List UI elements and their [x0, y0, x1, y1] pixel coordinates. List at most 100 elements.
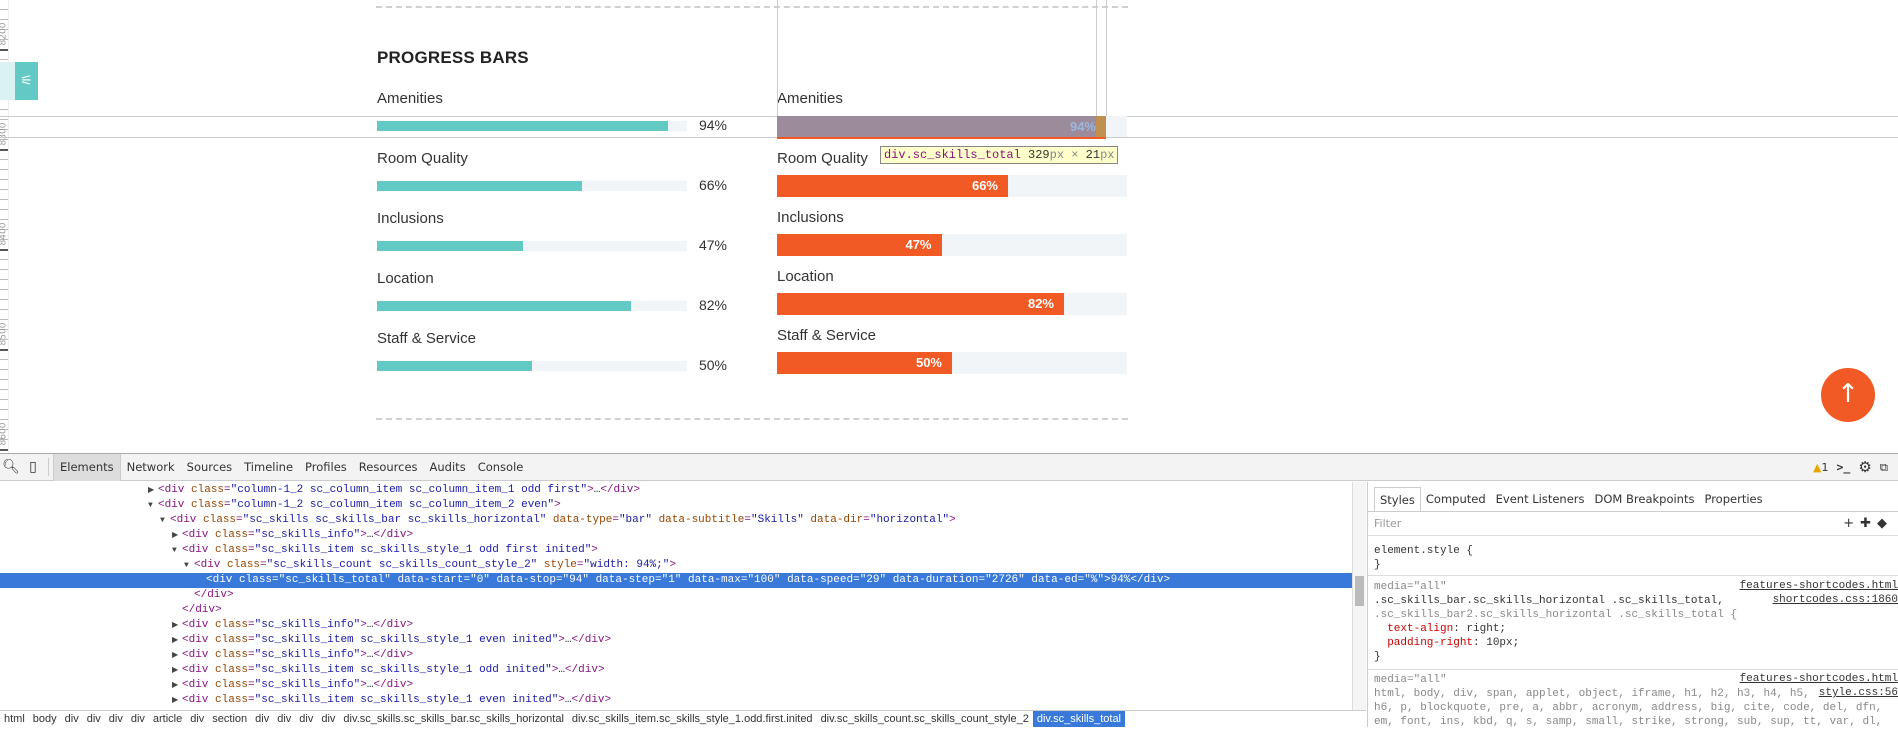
breadcrumb-item[interactable]: div.sc_skills_count.sc_skills_count_styl…: [820, 713, 1029, 725]
breadcrumb-item[interactable]: div: [299, 713, 314, 725]
source-link[interactable]: style.css:56: [1818, 687, 1898, 699]
rule-selector: .sc_skills_bar.sc_skills_horizontal .sc_…: [1374, 595, 1724, 607]
gear-icon[interactable]: ⚙: [1858, 458, 1872, 476]
breadcrumb-item[interactable]: div.sc_skills.sc_skills_bar.sc_skills_ho…: [343, 713, 564, 725]
settings-panel-button[interactable]: ⚟: [15, 62, 38, 100]
styles-filter[interactable]: Filter +✚◆: [1368, 512, 1898, 536]
tab-computed[interactable]: Computed: [1425, 492, 1486, 506]
highlight-overlay: 94%: [777, 116, 1106, 137]
dom-node[interactable]: ▼ <div class="sc_skills_item sc_skills_st…: [0, 543, 1352, 558]
dom-node[interactable]: ▼ <div class="column-1_2 sc_column_item s…: [0, 498, 1352, 513]
breadcrumb: html body div div div div article div section div…: [0, 710, 1366, 727]
breadcrumb-item[interactable]: div: [321, 713, 336, 725]
css-value[interactable]: 10px;: [1486, 637, 1520, 649]
bar-label: Inclusions: [777, 209, 844, 226]
tab-timeline[interactable]: Timeline: [244, 459, 294, 474]
padding-overlay: [1096, 116, 1106, 137]
dom-node[interactable]: ▶ <div class="sc_skills_info">…</div>: [0, 648, 1352, 663]
source-link[interactable]: features-shortcodes.html: [1739, 673, 1898, 685]
dom-node-markup: <div class="column-1_2 sc_column_item sc…: [158, 499, 561, 511]
progress-fill: [377, 241, 523, 251]
breadcrumb-item[interactable]: div: [190, 713, 205, 725]
source-link[interactable]: shortcodes.css:1860: [1772, 594, 1898, 606]
dom-node[interactable]: ▶ <div class="sc_skills_item sc_skills_st…: [0, 693, 1352, 708]
breadcrumb-item[interactable]: div: [130, 713, 145, 725]
tab-network[interactable]: Network: [126, 459, 175, 474]
breadcrumb-item[interactable]: div.sc_skills_total: [1032, 711, 1126, 727]
dom-tree[interactable]: ▶ <div class="column-1_2 sc_column_item s…: [0, 482, 1352, 710]
dom-node[interactable]: ▼ <div class="sc_skills_count sc_skills_c…: [0, 558, 1352, 573]
collapsed-triangle-icon[interactable]: ▶: [172, 636, 179, 645]
expanded-triangle-icon[interactable]: ▼: [172, 546, 177, 555]
scrollbar-thumb[interactable]: [1355, 576, 1364, 606]
tab-styles[interactable]: Styles: [1374, 487, 1421, 511]
dom-node[interactable]: </div>: [0, 588, 1352, 603]
tab-properties[interactable]: Properties: [1704, 492, 1763, 506]
toggle-element-state-icon[interactable]: ◆: [1877, 516, 1893, 531]
expanded-triangle-icon[interactable]: ▼: [148, 501, 153, 510]
dom-node[interactable]: ▶ <div class="sc_skills_info">…</div>: [0, 528, 1352, 543]
collapsed-triangle-icon[interactable]: ▶: [172, 681, 179, 690]
inspect-tooltip: div.sc_skills_total 329px × 21px: [880, 146, 1119, 164]
dom-node[interactable]: ▶ <div class="sc_skills_info">…</div>: [0, 618, 1352, 633]
dock-side-icon[interactable]: ⧉: [1879, 459, 1888, 474]
breadcrumb-item[interactable]: div: [255, 713, 270, 725]
dom-node[interactable]: ▶ <div class="sc_skills_item sc_skills_st…: [0, 633, 1352, 648]
bar-label: Staff & Service: [377, 330, 476, 347]
dom-node[interactable]: ▶ <div class="sc_skills_item sc_skills_st…: [0, 663, 1352, 678]
dom-node[interactable]: ▶ <div class="sc_skills_info">…</div>: [0, 678, 1352, 693]
filter-actions: +✚◆: [1843, 516, 1893, 531]
collapsed-triangle-icon[interactable]: ▶: [172, 666, 179, 675]
sidebar-tabs: Styles Computed Event Listeners DOM Breakpo…: [1368, 482, 1898, 512]
tab-sources[interactable]: Sources: [186, 459, 233, 474]
css-property[interactable]: text-align: [1387, 623, 1454, 635]
css-property[interactable]: padding-right: [1387, 637, 1474, 649]
device-mode-icon[interactable]: ▯: [29, 459, 37, 475]
breadcrumb-item[interactable]: div: [64, 713, 79, 725]
collapsed-triangle-icon[interactable]: ▶: [148, 486, 155, 495]
tab-event-listeners[interactable]: Event Listeners: [1495, 492, 1585, 506]
dom-node[interactable]: ▶ <div class="column-1_2 sc_column_item s…: [0, 483, 1352, 498]
collapsed-triangle-icon[interactable]: ▶: [172, 651, 179, 660]
search-icon[interactable]: 🔍︎: [2, 459, 20, 475]
dom-node[interactable]: ▼ <div class="sc_skills sc_skills_bar sc_…: [0, 513, 1352, 528]
rule-selector: .sc_skills_bar2.sc_skills_horizontal .sc…: [1374, 609, 1738, 621]
tab-resources[interactable]: Resources: [358, 459, 418, 474]
collapsed-triangle-icon[interactable]: ▶: [172, 696, 179, 705]
tab-dom-breakpoints[interactable]: DOM Breakpoints: [1594, 492, 1695, 506]
dom-node-markup: <div class="sc_skills sc_skills_bar sc_s…: [170, 514, 956, 526]
breadcrumb-item[interactable]: div: [277, 713, 292, 725]
progress-fill: [377, 361, 532, 371]
breadcrumb-item[interactable]: div: [108, 713, 123, 725]
breadcrumb-item[interactable]: div: [86, 713, 101, 725]
source-link[interactable]: features-shortcodes.html: [1739, 580, 1898, 592]
console-drawer-icon[interactable]: >_: [1836, 460, 1851, 474]
media-label: media="all": [1374, 581, 1447, 593]
tab-audits[interactable]: Audits: [429, 459, 466, 474]
collapsed-triangle-icon[interactable]: ▶: [172, 621, 179, 630]
element-style-rule[interactable]: element.style { }: [1374, 544, 1473, 572]
expanded-triangle-icon[interactable]: ▼: [160, 516, 165, 525]
expanded-triangle-icon[interactable]: ▼: [184, 561, 189, 570]
warning-badge[interactable]: ▲1: [1813, 461, 1828, 474]
breadcrumb-item[interactable]: html: [4, 713, 25, 725]
bar-label: Amenities: [377, 90, 443, 107]
css-rule[interactable]: media="all" .sc_skills_bar.sc_skills_hor…: [1374, 581, 1738, 663]
breadcrumb-item[interactable]: body: [32, 713, 57, 725]
new-rule-icon[interactable]: +: [1843, 516, 1861, 531]
breadcrumb-item[interactable]: div.sc_skills_item.sc_skills_style_1.odd…: [571, 713, 813, 725]
collapsed-triangle-icon[interactable]: ▶: [172, 531, 179, 540]
pin-icon[interactable]: ✚: [1860, 516, 1877, 531]
tab-elements[interactable]: Elements: [53, 453, 121, 481]
breadcrumb-item[interactable]: section: [212, 713, 248, 725]
dom-scrollbar[interactable]: [1352, 482, 1366, 710]
scroll-to-top-button[interactable]: ↑: [1821, 368, 1875, 422]
breadcrumb-item[interactable]: article: [152, 713, 183, 725]
dom-node[interactable]: </div>: [0, 603, 1352, 618]
selected-dom-node[interactable]: <div class="sc_skills_total" data-start=…: [0, 573, 1352, 588]
guide-line: [1106, 0, 1107, 117]
css-value[interactable]: right;: [1466, 623, 1507, 635]
css-rule[interactable]: media="all" html, body, div, span, apple…: [1374, 673, 1882, 729]
tab-profiles[interactable]: Profiles: [305, 459, 347, 474]
tab-console[interactable]: Console: [477, 459, 524, 474]
